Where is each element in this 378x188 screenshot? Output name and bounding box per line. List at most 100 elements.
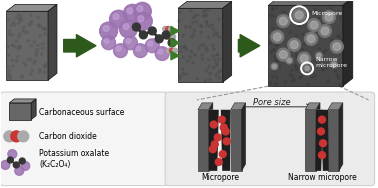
Circle shape	[182, 56, 184, 58]
Circle shape	[18, 46, 21, 49]
Circle shape	[296, 69, 298, 71]
Circle shape	[295, 34, 298, 37]
Circle shape	[288, 38, 301, 51]
Circle shape	[179, 11, 181, 13]
Circle shape	[336, 36, 339, 38]
Circle shape	[194, 15, 196, 17]
Circle shape	[218, 116, 225, 123]
Circle shape	[330, 61, 333, 63]
Text: Narrow
micropore: Narrow micropore	[315, 57, 347, 68]
Circle shape	[276, 76, 278, 79]
Circle shape	[136, 46, 141, 51]
Circle shape	[275, 44, 277, 46]
Circle shape	[217, 35, 219, 37]
Circle shape	[289, 19, 291, 21]
Circle shape	[275, 59, 277, 61]
Circle shape	[310, 21, 318, 29]
Circle shape	[340, 17, 342, 19]
Circle shape	[21, 161, 30, 170]
Circle shape	[286, 57, 293, 64]
Polygon shape	[209, 110, 219, 171]
Circle shape	[213, 34, 215, 36]
Circle shape	[299, 77, 301, 79]
Circle shape	[211, 141, 218, 148]
Circle shape	[215, 61, 218, 64]
Circle shape	[270, 51, 273, 54]
Circle shape	[319, 11, 322, 14]
Circle shape	[207, 9, 209, 12]
Circle shape	[42, 27, 45, 30]
Polygon shape	[339, 103, 343, 171]
Circle shape	[307, 35, 315, 43]
Circle shape	[271, 30, 284, 43]
Circle shape	[291, 69, 293, 72]
Circle shape	[202, 15, 204, 17]
Circle shape	[184, 45, 186, 48]
Circle shape	[316, 27, 318, 30]
Circle shape	[11, 44, 13, 47]
Circle shape	[19, 45, 21, 48]
Circle shape	[319, 152, 325, 158]
Circle shape	[123, 24, 129, 30]
Circle shape	[42, 47, 44, 50]
Circle shape	[204, 79, 206, 82]
Circle shape	[330, 61, 338, 68]
Circle shape	[7, 157, 13, 163]
Circle shape	[219, 151, 226, 158]
Circle shape	[338, 46, 341, 49]
Circle shape	[18, 18, 21, 20]
Circle shape	[295, 66, 297, 69]
Polygon shape	[343, 0, 353, 86]
Circle shape	[12, 44, 14, 46]
Circle shape	[205, 14, 208, 17]
FancyArrowPatch shape	[171, 51, 179, 60]
Circle shape	[206, 69, 208, 71]
Circle shape	[338, 35, 340, 37]
Circle shape	[296, 56, 299, 58]
Text: Narrow micropore: Narrow micropore	[288, 173, 356, 182]
Circle shape	[305, 32, 318, 45]
Circle shape	[222, 128, 229, 135]
Text: Pore size: Pore size	[253, 98, 290, 107]
Circle shape	[145, 39, 159, 53]
Polygon shape	[6, 11, 48, 80]
Polygon shape	[209, 110, 231, 171]
Circle shape	[305, 73, 307, 75]
Circle shape	[30, 23, 33, 25]
Circle shape	[337, 75, 339, 78]
Circle shape	[194, 54, 196, 56]
Circle shape	[169, 27, 174, 31]
Circle shape	[289, 74, 291, 76]
Circle shape	[208, 36, 210, 38]
Circle shape	[14, 45, 17, 48]
Circle shape	[124, 36, 137, 50]
Circle shape	[155, 35, 163, 43]
Circle shape	[102, 36, 116, 50]
Circle shape	[305, 66, 309, 70]
Circle shape	[294, 14, 296, 17]
Circle shape	[200, 26, 203, 28]
Circle shape	[218, 18, 220, 20]
Circle shape	[300, 75, 303, 77]
Circle shape	[334, 12, 336, 15]
Circle shape	[20, 76, 23, 79]
Polygon shape	[198, 110, 209, 171]
Circle shape	[323, 65, 325, 67]
Circle shape	[20, 19, 23, 21]
Circle shape	[313, 13, 315, 15]
Circle shape	[35, 51, 37, 54]
Circle shape	[166, 27, 170, 31]
Circle shape	[37, 24, 39, 27]
Circle shape	[138, 16, 144, 22]
Polygon shape	[305, 103, 320, 110]
Circle shape	[209, 73, 211, 75]
Circle shape	[158, 49, 163, 54]
Circle shape	[4, 131, 15, 142]
Circle shape	[208, 59, 210, 61]
Circle shape	[340, 38, 342, 40]
Circle shape	[282, 11, 285, 13]
Circle shape	[162, 31, 170, 39]
Circle shape	[10, 24, 12, 27]
Circle shape	[327, 80, 330, 82]
Circle shape	[208, 65, 210, 68]
